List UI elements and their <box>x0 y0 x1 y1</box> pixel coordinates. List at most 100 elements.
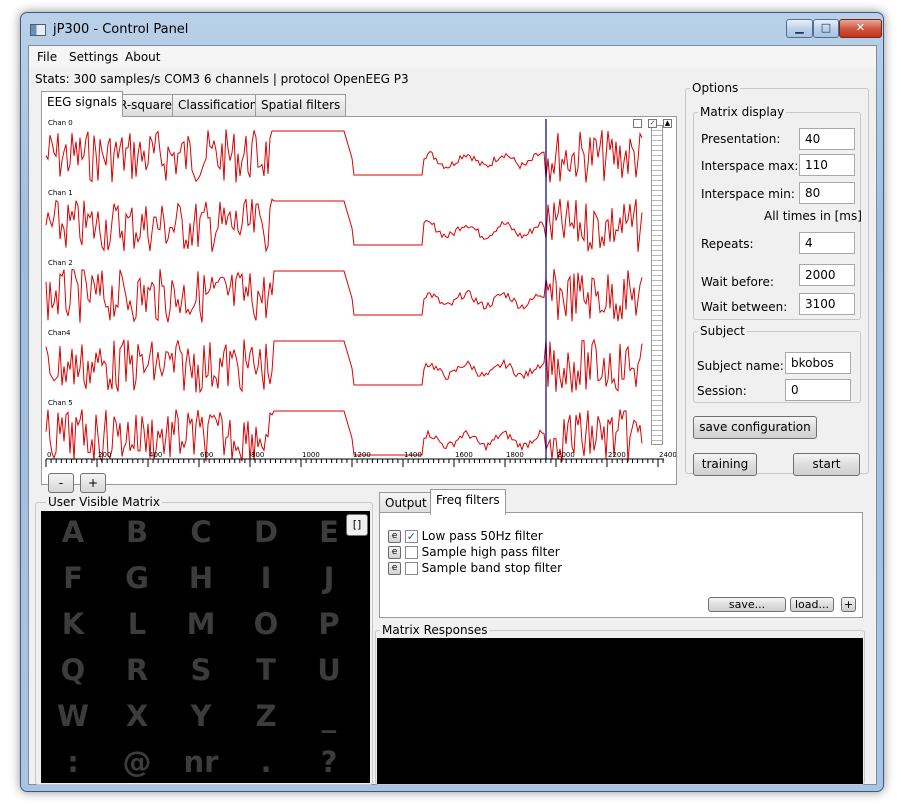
filter-edit-button[interactable]: e <box>388 530 401 543</box>
filters-save-button[interactable]: save... <box>708 597 786 612</box>
wait-between-input[interactable] <box>799 293 855 315</box>
minimize-button[interactable]: ▁ <box>786 19 813 38</box>
matrix-cell: G <box>125 561 149 595</box>
matrix-cell: U <box>317 653 341 687</box>
filter-band-stop-checkbox[interactable] <box>404 562 418 575</box>
eeg-trace <box>45 268 643 323</box>
training-button[interactable]: training <box>693 453 757 476</box>
matrix-cell: O <box>253 607 279 641</box>
matrix-cell: X <box>125 699 149 733</box>
interspace-min-input[interactable] <box>799 182 855 204</box>
app-icon <box>30 24 46 36</box>
menu-about[interactable]: About <box>125 50 161 64</box>
presentation-input[interactable] <box>799 128 855 150</box>
matrix-cell: T <box>256 653 276 687</box>
plot-scroll-up-icon[interactable]: ▲ <box>663 119 672 128</box>
session-input[interactable] <box>785 379 851 401</box>
matrix-cell: C <box>190 515 212 549</box>
matrix-fullscreen-button[interactable]: [] <box>346 514 368 536</box>
maximize-button[interactable]: □ <box>813 19 839 38</box>
save-configuration-button[interactable]: save configuration <box>693 416 817 439</box>
tab-r-square[interactable]: R-square <box>113 94 179 116</box>
matrix-display-group: Matrix display <box>693 105 861 320</box>
options-group: Options <box>685 81 869 474</box>
start-button[interactable]: start <box>793 453 860 476</box>
user-visible-matrix-title: User Visible Matrix <box>46 495 162 509</box>
filters-load-button[interactable]: load... <box>790 597 834 612</box>
matrix-cell: L <box>127 607 147 641</box>
filter-label: Low pass 50Hz filter <box>421 529 543 543</box>
matrix-cell: @ <box>122 745 152 779</box>
window-title: jP300 - Control Panel <box>53 22 189 37</box>
repeats-input[interactable] <box>799 232 855 254</box>
filter-label: Sample band stop filter <box>421 561 563 575</box>
tab-output[interactable]: Output <box>379 492 433 514</box>
filter-low-pass-checkbox[interactable]: ✓ <box>404 530 418 543</box>
filter-row-high-pass: e Sample high pass filter <box>388 545 560 560</box>
matrix-cell: nr <box>183 745 219 779</box>
zoom-out-button[interactable]: - <box>48 473 74 493</box>
matrix-cell: Z <box>255 699 277 733</box>
subject-name-input[interactable] <box>785 352 851 374</box>
user-visible-matrix-group: User Visible Matrix <box>35 495 373 785</box>
wait-between-label: Wait between: <box>701 300 788 314</box>
client-area: File Settings About Stats: 300 samples/s… <box>28 45 877 785</box>
stats-text: Stats: 300 samples/s COM3 6 channels | p… <box>35 72 409 86</box>
matrix-cell: Q <box>60 653 86 687</box>
channel-label: Chan4 <box>48 329 71 337</box>
matrix-responses-display <box>377 638 863 784</box>
speller-matrix: [] A B C D E F G H I J K L M O P Q R S T U W X Y Z _: @ nr.? <box>41 511 370 783</box>
tab-eeg-signals[interactable]: EEG signals <box>41 91 124 117</box>
title-bar: jP300 - Control Panel ▁ □ ✕ <box>21 13 883 43</box>
interspace-max-input[interactable] <box>799 154 855 176</box>
matrix-cell: ? <box>320 745 338 779</box>
filters-add-button[interactable]: + <box>841 597 856 612</box>
wait-before-input[interactable] <box>799 264 855 286</box>
eeg-trace <box>45 338 643 394</box>
x-tick-label: 800 <box>251 451 264 459</box>
x-tick-label: 1400 <box>404 451 422 459</box>
x-tick-label: 1600 <box>455 451 473 459</box>
plot-check-box[interactable]: ✓ <box>648 119 657 128</box>
eeg-trace <box>45 129 643 183</box>
x-tick-label: 1000 <box>302 451 320 459</box>
options-title: Options <box>690 81 741 95</box>
zoom-in-button[interactable]: + <box>80 473 106 493</box>
x-tick-label: 2000 <box>557 451 575 459</box>
x-tick-label: 2400 <box>659 451 676 459</box>
times-note: All times in [ms] <box>764 209 862 223</box>
subject-title: Subject <box>698 324 747 338</box>
menu-settings[interactable]: Settings <box>69 50 119 64</box>
matrix-cell: E <box>319 515 339 549</box>
filter-high-pass-checkbox[interactable] <box>404 546 418 559</box>
app-window: jP300 - Control Panel ▁ □ ✕ File Setting… <box>20 12 884 792</box>
matrix-responses-title: Matrix Responses <box>380 623 490 637</box>
tab-spatial-filters[interactable]: Spatial filters <box>255 94 347 116</box>
matrix-cell: J <box>323 561 335 595</box>
session-label: Session: <box>697 384 747 398</box>
x-tick-label: 1200 <box>353 451 371 459</box>
tab-classification[interactable]: Classification <box>172 94 264 116</box>
channel-label: Chan 2 <box>48 259 73 267</box>
channel-label: Chan 5 <box>48 399 73 407</box>
tab-freq-filters[interactable]: Freq filters <box>430 489 506 515</box>
eeg-signal-plot: Chan 0 Chan 1 Chan 2 Chan4 Chan 5 0 200 400 600 8… <box>41 116 677 493</box>
x-tick-label: 2200 <box>608 451 626 459</box>
freq-filters-panel: e ✓ Low pass 50Hz filter e Sample high p… <box>379 512 863 618</box>
matrix-cell: . <box>260 745 272 779</box>
eeg-trace <box>45 409 643 463</box>
x-tick-label: 0 <box>47 451 51 459</box>
close-button[interactable]: ✕ <box>839 19 882 38</box>
channel-scroll-strip[interactable] <box>651 125 663 445</box>
matrix-cell: B <box>125 515 149 549</box>
filter-row-band-stop: e Sample band stop filter <box>388 561 562 576</box>
plot-option-box-1[interactable] <box>633 119 642 128</box>
matrix-cell: R <box>125 653 149 687</box>
eeg-plot-canvas: Chan 0 Chan 1 Chan 2 Chan4 Chan 5 0 200 400 600 8… <box>45 119 676 467</box>
filter-edit-button[interactable]: e <box>388 562 401 575</box>
matrix-cell: I <box>260 561 272 595</box>
menu-file[interactable]: File <box>37 50 58 64</box>
filter-edit-button[interactable]: e <box>388 546 401 559</box>
matrix-cell: H <box>188 561 214 595</box>
menu-bar: File Settings About <box>29 46 876 68</box>
